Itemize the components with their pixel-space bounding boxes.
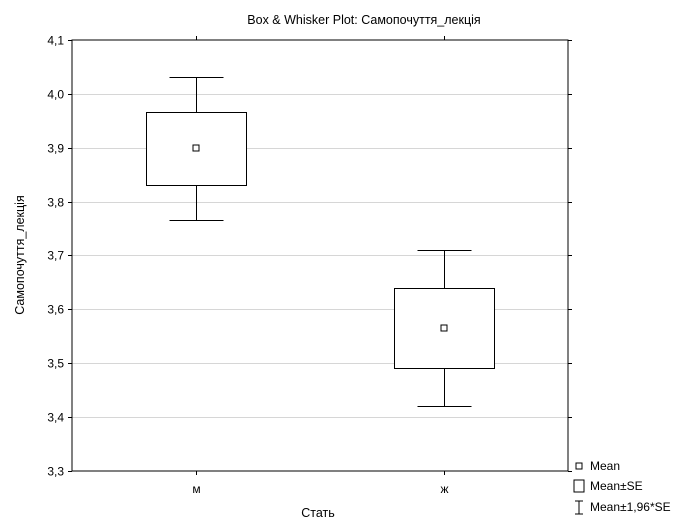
box-female (394, 250, 495, 407)
legend-se-label: Mean±SE (590, 479, 643, 493)
y-tick-label: 3,5 (47, 357, 64, 371)
box-male (146, 77, 247, 221)
y-tick-label: 3,9 (47, 142, 64, 156)
chart-title: Box & Whisker Plot: Самопочуття_лекція (247, 13, 480, 27)
mean-marker (440, 324, 448, 332)
x-tick-label: м (192, 482, 200, 496)
y-tick-label: 4,0 (47, 88, 64, 102)
y-tick-label: 3,6 (47, 303, 64, 317)
y-tick-label: 3,7 (47, 249, 64, 263)
legend-ci-marker (575, 500, 583, 515)
legend-mean-marker (575, 462, 583, 470)
y-axis: 3,3 3,4 3,5 3,6 3,7 3,8 3,9 4,0 4,1 (47, 34, 572, 479)
y-axis-label: Самопочуття_лекція (13, 195, 27, 314)
box-series (146, 77, 495, 407)
x-axis-label: Стать (301, 506, 335, 520)
legend-mean-label: Mean (590, 459, 620, 473)
y-tick-label: 3,4 (47, 411, 64, 425)
mean-marker (192, 144, 200, 152)
x-tick-label: ж (440, 482, 448, 496)
y-tick-label: 3,3 (47, 465, 64, 479)
y-tick-label: 4,1 (47, 34, 64, 48)
legend: Mean Mean±SE Mean±1,96*SE (573, 459, 671, 515)
y-tick-label: 3,8 (47, 196, 64, 210)
legend-se-marker (573, 479, 585, 493)
legend-ci-label: Mean±1,96*SE (590, 500, 671, 514)
